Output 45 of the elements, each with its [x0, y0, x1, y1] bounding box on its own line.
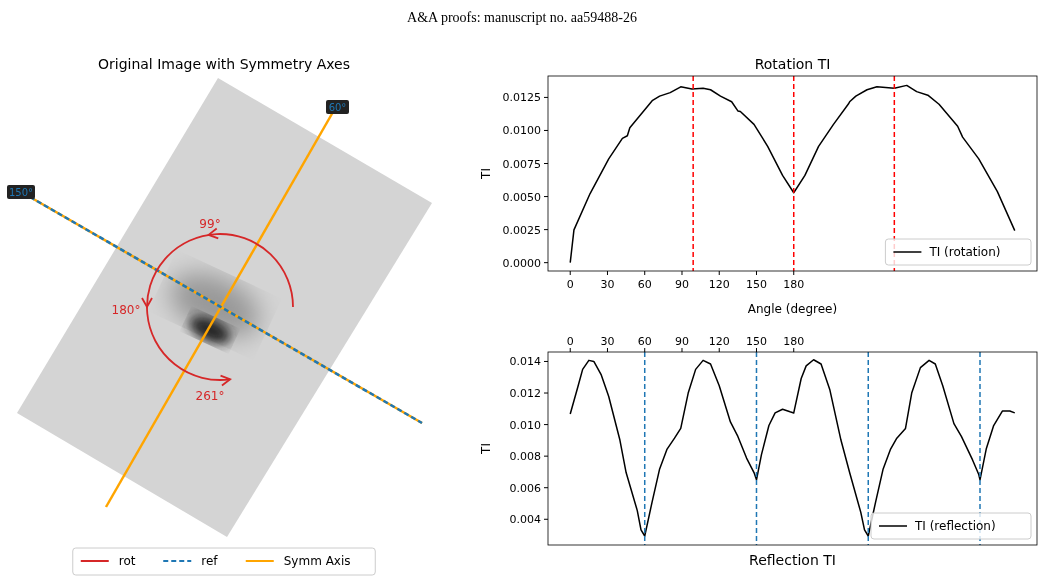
- x-axis-title: Angle (degree): [747, 302, 838, 316]
- x-tick-label: 150: [745, 278, 767, 291]
- line-series: [569, 84, 1016, 264]
- text: 180°: [111, 303, 141, 317]
- y-tick-label: 0.004: [509, 513, 541, 527]
- y-tick-label: 0.010: [509, 418, 541, 432]
- y-tick-label: 0.012: [509, 387, 541, 401]
- x-tick-label: 90: [674, 278, 689, 291]
- line-series: [569, 358, 1016, 537]
- chart-title: Rotation TI: [754, 56, 831, 72]
- x-tick-label: 120: [708, 335, 730, 348]
- y-tick-label: 0.0000: [502, 256, 541, 270]
- y-tick-label: 0.008: [509, 450, 541, 464]
- x-tick-label: 30: [600, 278, 615, 291]
- y-axis-title: TI: [479, 168, 493, 180]
- text: A&A proofs: manuscript no. aa59488-26: [407, 10, 637, 25]
- text: Original Image with Symmetry Axes: [97, 56, 351, 72]
- x-tick-label: 150: [745, 335, 767, 348]
- legend-label: Symm Axis: [283, 554, 351, 568]
- text: 99°: [199, 217, 221, 231]
- x-tick-label: 60: [637, 278, 652, 291]
- y-tick-label: 0.0050: [502, 190, 541, 204]
- text: 261°: [195, 389, 225, 403]
- legend-label: TI (reflection): [914, 519, 996, 533]
- y-tick-label: 0.0100: [502, 124, 541, 138]
- text: 150°: [8, 187, 34, 198]
- x-tick-label: 0: [566, 278, 574, 291]
- x-axis-title: Reflection TI: [749, 552, 836, 568]
- legend-label: TI (rotation): [928, 245, 1001, 259]
- legend-label: rot: [118, 554, 136, 568]
- x-tick-label: 90: [674, 335, 689, 348]
- legend-label: ref: [201, 554, 219, 568]
- x-tick-label: 60: [637, 335, 652, 348]
- x-tick-label: 30: [600, 335, 615, 348]
- y-tick-label: 0.0125: [502, 91, 541, 105]
- y-tick-label: 0.0025: [502, 223, 541, 237]
- x-tick-label: 0: [566, 335, 574, 348]
- y-axis-title: TI: [479, 443, 493, 455]
- text: 60°: [328, 102, 347, 113]
- y-tick-label: 0.014: [509, 355, 541, 369]
- y-tick-label: 0.0075: [502, 157, 541, 171]
- x-tick-label: 120: [708, 278, 730, 291]
- x-tick-label: 180: [783, 335, 805, 348]
- x-tick-label: 180: [783, 278, 805, 291]
- y-tick-label: 0.006: [509, 481, 541, 495]
